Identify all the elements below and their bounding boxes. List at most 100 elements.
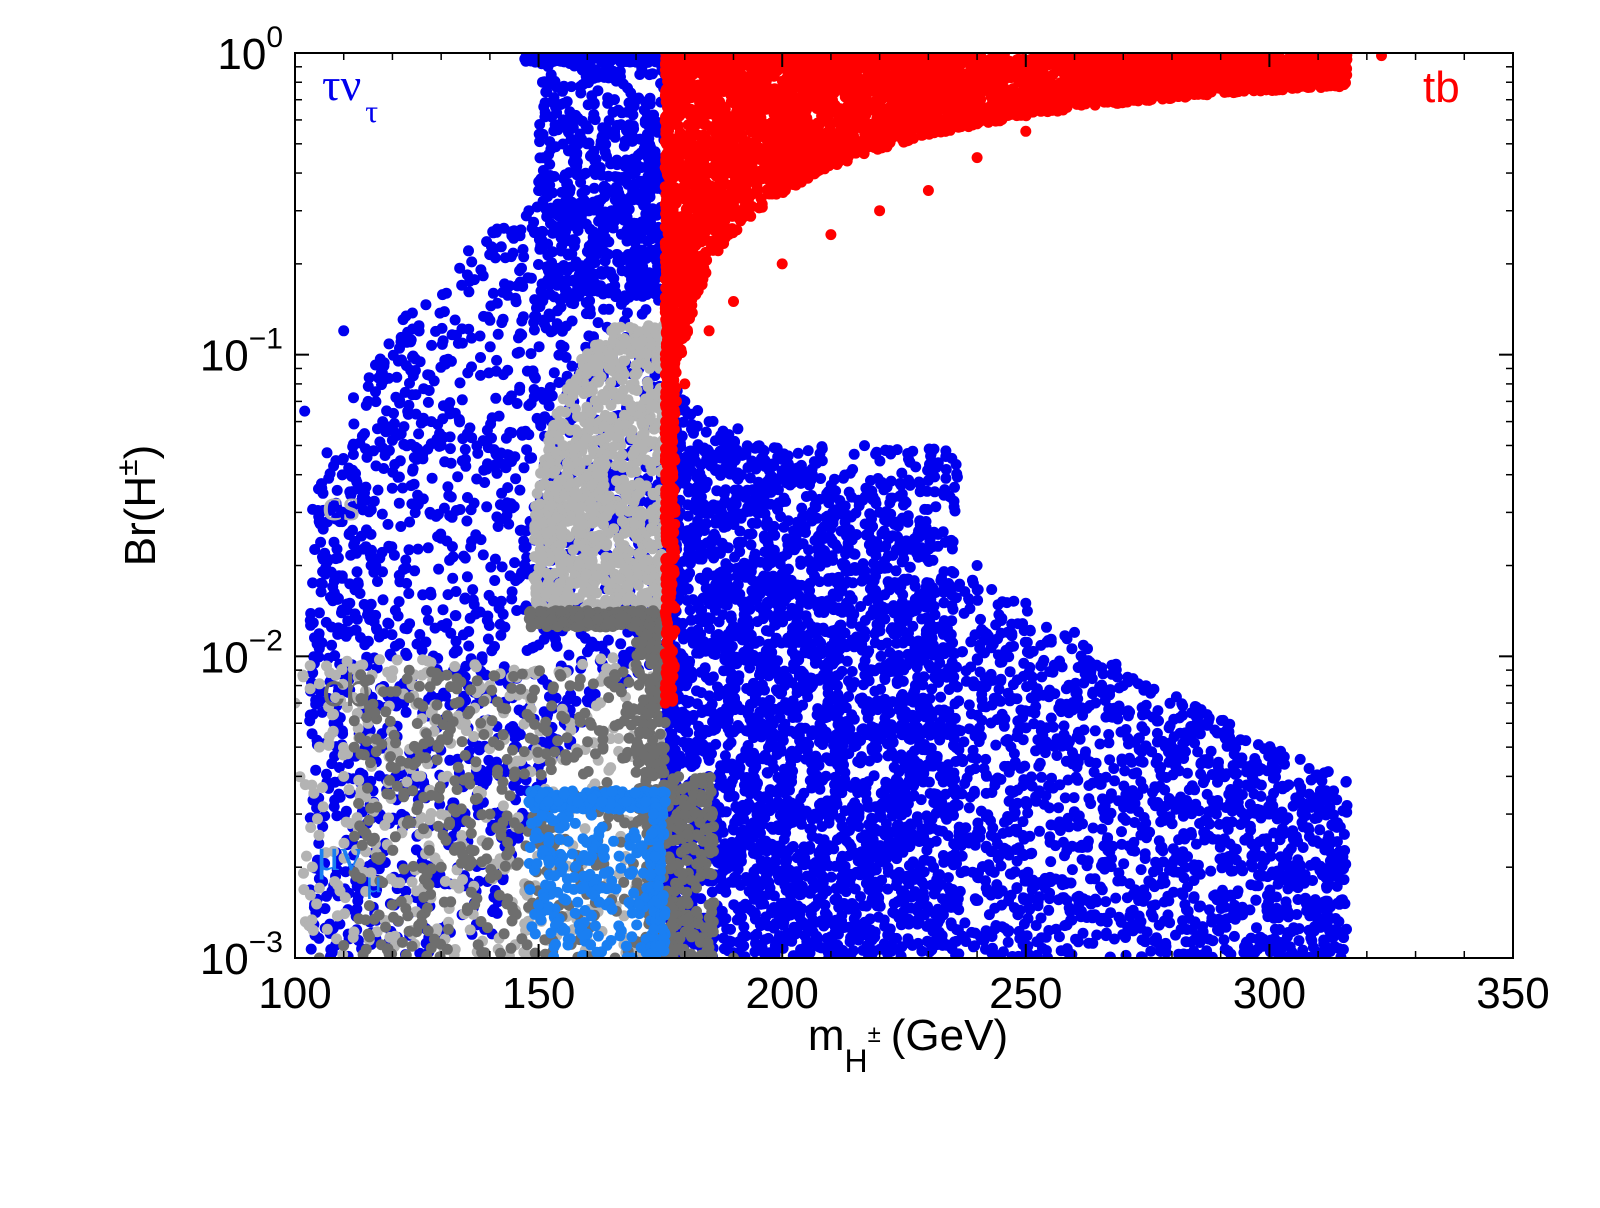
data-point	[461, 571, 473, 583]
data-point	[487, 287, 499, 299]
data-point	[588, 182, 600, 194]
data-point	[348, 418, 360, 430]
data-point	[1331, 794, 1343, 806]
data-point	[463, 286, 475, 298]
data-point	[573, 203, 585, 215]
data-point	[540, 289, 552, 301]
data-point	[629, 178, 641, 190]
data-point	[407, 350, 419, 362]
data-point	[402, 408, 414, 420]
data-point	[317, 566, 329, 578]
data-point	[537, 195, 549, 207]
data-point	[539, 107, 551, 118]
data-point	[364, 548, 376, 560]
data-point	[516, 262, 527, 274]
data-point	[1085, 873, 1096, 885]
data-point	[315, 536, 327, 548]
data-point	[365, 528, 377, 540]
data-point	[535, 420, 547, 432]
data-point	[1030, 745, 1042, 757]
data-point	[1273, 912, 1285, 924]
data-point	[1034, 891, 1046, 903]
data-point	[523, 400, 535, 411]
data-point	[343, 758, 354, 769]
data-point	[622, 254, 634, 266]
data-point	[565, 689, 577, 700]
data-point	[471, 473, 483, 485]
data-point	[1334, 821, 1346, 833]
data-point	[987, 942, 998, 954]
data-point	[397, 314, 409, 326]
data-point	[1035, 912, 1047, 924]
data-point	[554, 294, 566, 306]
data-point	[534, 152, 546, 164]
data-point	[1263, 896, 1275, 908]
data-point	[875, 650, 887, 662]
data-point	[1186, 829, 1197, 841]
data-point	[468, 497, 480, 509]
data-point	[459, 592, 471, 604]
data-point	[555, 245, 567, 257]
data-point	[307, 617, 319, 629]
data-point	[1173, 834, 1185, 846]
data-point	[499, 252, 511, 264]
data-point	[539, 57, 551, 69]
data-point	[347, 524, 358, 536]
data-point	[1177, 700, 1189, 712]
data-point	[1274, 834, 1286, 846]
data-point	[1129, 845, 1141, 857]
data-point	[615, 638, 627, 650]
data-point	[449, 314, 461, 326]
data-point	[528, 317, 540, 328]
data-point	[1097, 793, 1108, 805]
data-point	[512, 572, 524, 584]
data-point	[976, 688, 988, 700]
data-point	[407, 370, 419, 382]
data-point	[326, 758, 338, 770]
data-point	[491, 511, 503, 523]
data-point	[607, 65, 619, 77]
data-point	[552, 305, 563, 317]
data-point	[1082, 835, 1094, 847]
data-point	[388, 418, 400, 429]
data-point	[566, 294, 578, 306]
data-point	[442, 481, 454, 493]
data-point	[643, 149, 655, 161]
data-point	[1045, 712, 1057, 724]
data-point	[378, 463, 390, 474]
data-point	[459, 443, 471, 455]
data-point	[617, 295, 628, 306]
data-point	[475, 534, 487, 546]
data-point	[1032, 734, 1044, 746]
data-point	[494, 499, 506, 511]
data-point	[1120, 949, 1132, 958]
data-point	[1121, 892, 1133, 904]
data-point	[1036, 771, 1047, 783]
data-point	[1026, 671, 1038, 683]
data-point	[425, 508, 437, 520]
data-point	[907, 856, 919, 868]
data-point	[500, 462, 512, 474]
data-point	[321, 768, 332, 780]
data-point	[566, 248, 578, 260]
data-point	[986, 787, 998, 798]
data-point	[393, 596, 405, 608]
data-point	[1322, 766, 1334, 778]
data-point	[350, 547, 362, 559]
data-point	[372, 576, 383, 587]
data-point	[464, 612, 476, 624]
data-point	[1189, 934, 1201, 946]
data-point	[557, 231, 569, 243]
data-point	[362, 635, 374, 647]
data-point	[563, 649, 575, 661]
data-point	[963, 699, 975, 711]
data-point	[1237, 865, 1249, 877]
data-point	[351, 566, 363, 578]
data-point	[700, 426, 712, 438]
data-point	[583, 54, 595, 66]
data-point	[1133, 744, 1145, 755]
data-point	[923, 577, 935, 589]
data-point	[395, 336, 407, 348]
data-point	[621, 106, 633, 118]
data-point	[394, 397, 406, 409]
